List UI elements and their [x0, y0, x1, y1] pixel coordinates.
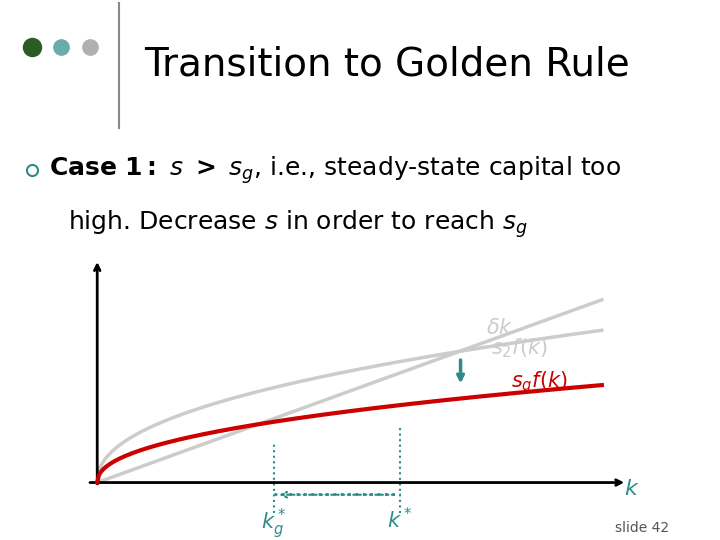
Text: slide 42: slide 42	[616, 521, 670, 535]
Text: $k_g^*$: $k_g^*$	[261, 507, 287, 540]
Text: $\delta k$: $\delta k$	[486, 318, 513, 338]
Text: $k^*$: $k^*$	[387, 507, 413, 532]
Text: $\mathbf{Case\ 1:}$ $\mathbf{\it{s}}$ $\mathbf{>}$ $\mathbf{\it{s}_g}$, i.e., st: $\mathbf{Case\ 1:}$ $\mathbf{\it{s}}$ $\…	[49, 154, 621, 186]
Text: Transition to Golden Rule: Transition to Golden Rule	[144, 46, 630, 84]
Text: $s_g f(k)$: $s_g f(k)$	[511, 369, 567, 396]
Text: $k$: $k$	[624, 478, 640, 498]
Text: high. Decrease $\it{s}$ in order to reach $\it{s}_g$: high. Decrease $\it{s}$ in order to reac…	[68, 208, 528, 240]
Text: $s_2 f(k)$: $s_2 f(k)$	[491, 336, 547, 360]
